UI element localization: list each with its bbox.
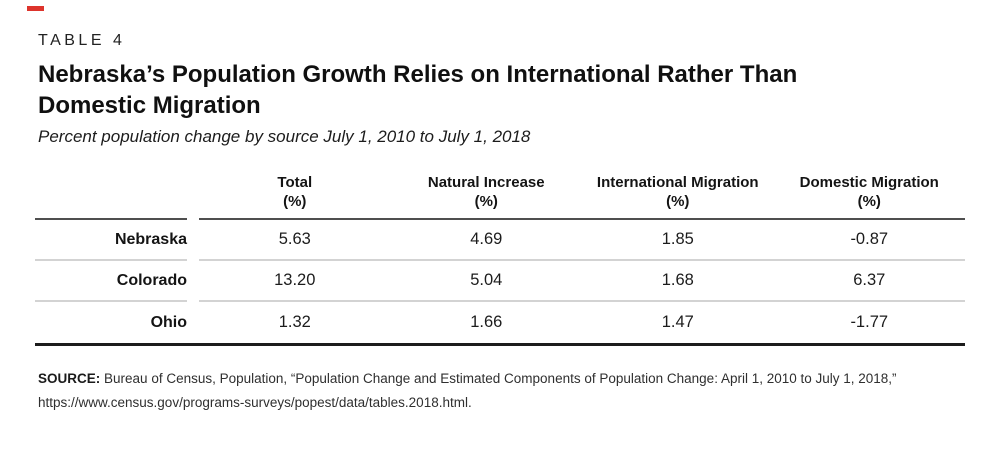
- table-header-row: Total (%) Natural Increase (%) Internati…: [35, 170, 965, 220]
- source-note: SOURCE: Bureau of Census, Population, “P…: [38, 367, 965, 414]
- value-cell-domestic-migration: -0.87: [850, 230, 889, 248]
- figure-subtitle: Percent population change by source July…: [38, 127, 531, 146]
- column-header-text: International Migration: [596, 174, 759, 191]
- source-label: SOURCE:: [38, 371, 101, 386]
- value-cell-natural-increase: 4.69: [470, 230, 503, 248]
- table-row-ohio: Ohio 1.32 1.66 1.47 -1.77: [35, 302, 965, 346]
- table-row-colorado: Colorado 13.20 5.04 1.68 6.37: [35, 261, 965, 302]
- row-label: Ohio: [150, 313, 187, 331]
- row-label: Colorado: [116, 271, 187, 289]
- column-header-international-migration: International Migration (%): [582, 170, 774, 218]
- row-value-cells: 5.63 4.69 1.85 -0.87: [199, 220, 965, 261]
- column-gap: [187, 170, 199, 220]
- column-header-total: Total (%): [199, 170, 391, 218]
- row-label-cell: Nebraska: [35, 220, 187, 261]
- value-cell-total: 1.32: [278, 313, 311, 331]
- column-header-unit: (%): [857, 193, 881, 210]
- row-label-cell: Ohio: [35, 302, 187, 343]
- column-header-unit: (%): [474, 193, 498, 210]
- value-cell-total: 13.20: [274, 271, 316, 289]
- source-line1: SOURCE: Bureau of Census, Population, “P…: [38, 367, 965, 391]
- source-text: Bureau of Census, Population, “Populatio…: [104, 371, 897, 386]
- column-header-unit: (%): [283, 193, 307, 210]
- value-cell-international-migration: 1.68: [661, 271, 694, 289]
- value-cell-domestic-migration: -1.77: [850, 313, 889, 331]
- value-cell-natural-increase: 1.66: [470, 313, 503, 331]
- table-number-label: TABLE 4: [38, 32, 126, 49]
- row-label: Nebraska: [114, 230, 187, 248]
- column-gap: [187, 302, 199, 343]
- value-cell-international-migration: 1.47: [661, 313, 694, 331]
- figure-title: Nebraska’s Population Growth Relies on I…: [38, 59, 965, 121]
- column-header-natural-increase: Natural Increase (%): [391, 170, 583, 218]
- data-table: Total (%) Natural Increase (%) Internati…: [35, 170, 965, 346]
- column-header-unit: (%): [666, 193, 690, 210]
- value-cell-domestic-migration: 6.37: [853, 271, 886, 289]
- figure-content: TABLE 4 Nebraska’s Population Growth Rel…: [35, 32, 965, 414]
- source-line2: https://www.census.gov/programs-surveys/…: [38, 394, 472, 410]
- column-header-domestic-migration: Domestic Migration (%): [774, 170, 966, 218]
- header-cells: Total (%) Natural Increase (%) Internati…: [199, 170, 965, 220]
- figure-title-line2: Domestic Migration: [38, 92, 261, 119]
- column-header-text: Domestic Migration: [799, 174, 939, 191]
- column-header-text: Total: [277, 174, 313, 191]
- table-row-nebraska: Nebraska 5.63 4.69 1.85 -0.87: [35, 220, 965, 261]
- row-label-cell: Colorado: [35, 261, 187, 302]
- column-header-text: Natural Increase: [427, 174, 545, 191]
- value-cell-natural-increase: 5.04: [470, 271, 503, 289]
- figure-title-line1: Nebraska’s Population Growth Relies on I…: [38, 61, 798, 88]
- column-gap: [187, 261, 199, 302]
- value-cell-international-migration: 1.85: [661, 230, 694, 248]
- row-value-cells: 13.20 5.04 1.68 6.37: [199, 261, 965, 302]
- row-value-cells: 1.32 1.66 1.47 -1.77: [199, 302, 965, 343]
- header-row-label-cell: [35, 170, 187, 220]
- brand-accent-dash: [27, 6, 44, 11]
- value-cell-total: 5.63: [278, 230, 311, 248]
- column-gap: [187, 220, 199, 261]
